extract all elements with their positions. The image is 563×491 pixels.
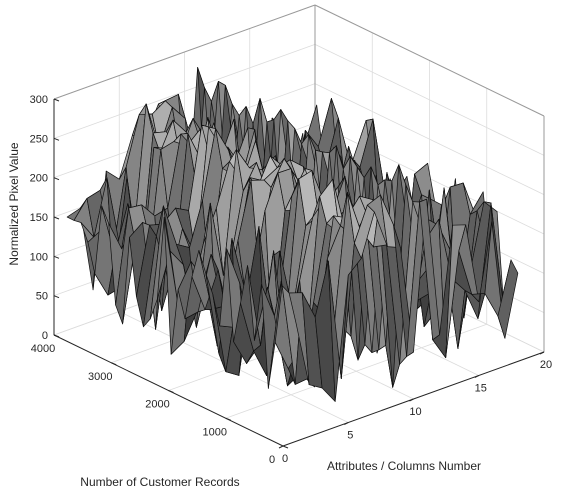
x-axis-label: Attributes / Columns Number	[327, 459, 481, 473]
x-tick	[409, 398, 414, 402]
y-tick	[225, 417, 231, 421]
box-edge	[53, 4, 316, 100]
x-tick-label: 10	[409, 406, 421, 418]
surface-mesh	[66, 67, 519, 402]
x-tick	[344, 422, 349, 425]
y-tick-label: 3000	[88, 371, 112, 383]
z-tick	[53, 216, 60, 220]
x-tick-labels: 0 5 10 15 20	[282, 359, 552, 465]
z-tick-label: 200	[30, 173, 48, 185]
z-tick	[53, 295, 60, 299]
y-tick-label: 0	[269, 454, 275, 466]
y-axis-label: Number of Customer Records	[80, 475, 239, 489]
y-tick	[282, 445, 289, 449]
z-tick-label: 100	[30, 251, 48, 263]
y-tick-label: 2000	[145, 399, 169, 411]
z-tick	[53, 334, 60, 338]
x-tick-label: 20	[540, 359, 552, 371]
box-edge	[314, 4, 545, 117]
z-tick	[53, 98, 60, 102]
y-tick	[168, 390, 174, 393]
x-tick	[278, 445, 284, 449]
x-tick-label: 15	[475, 383, 487, 395]
x-tick	[474, 375, 479, 378]
y-tick-label: 1000	[203, 426, 227, 438]
z-tick-labels: 0 50 100 150 200 250 300	[30, 94, 48, 342]
z-tick	[53, 177, 60, 181]
y-tick-labels: 0 1000 2000 3000 4000	[31, 343, 275, 466]
axes	[53, 98, 545, 449]
surface-facet	[497, 259, 519, 339]
y-tick-label: 4000	[31, 343, 55, 355]
x-tick-label: 5	[347, 430, 353, 442]
z-tick-label: 0	[42, 330, 48, 342]
z-tick-label: 50	[36, 291, 48, 303]
y-tick	[111, 362, 117, 366]
z-axis-label: Normalized Pixel Value	[7, 142, 21, 265]
z-tick	[53, 137, 60, 141]
z-tick-label: 300	[30, 94, 48, 106]
z-tick-label: 150	[30, 212, 48, 224]
z-tick-label: 250	[30, 133, 48, 145]
x-tick	[539, 351, 545, 355]
x-tick-label: 0	[282, 453, 288, 465]
z-tick	[53, 255, 60, 259]
